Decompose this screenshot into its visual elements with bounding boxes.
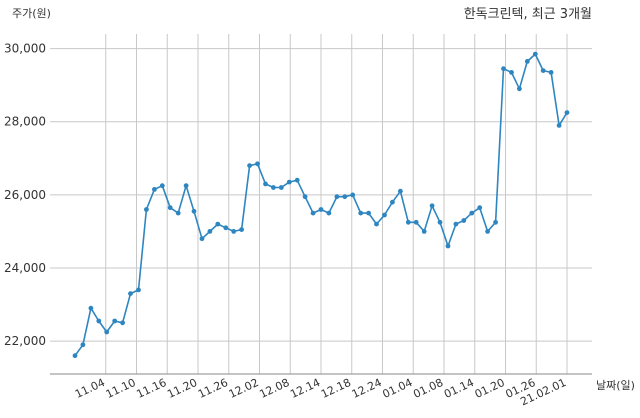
data-point bbox=[72, 353, 78, 359]
data-point bbox=[215, 221, 221, 227]
data-point bbox=[413, 219, 419, 225]
series bbox=[72, 51, 570, 359]
data-point bbox=[429, 203, 435, 209]
data-point bbox=[421, 229, 427, 234]
data-point bbox=[191, 208, 197, 214]
data-point bbox=[167, 205, 173, 211]
data-point bbox=[501, 66, 506, 72]
x-tick-label: 12.08 bbox=[257, 376, 291, 401]
data-point bbox=[564, 110, 570, 115]
data-point bbox=[152, 187, 157, 192]
data-point bbox=[517, 86, 522, 92]
data-point bbox=[366, 210, 371, 216]
data-point bbox=[271, 185, 276, 190]
y-tick-label: 26,000 bbox=[4, 188, 46, 202]
y-tick-labels: 22,000 24,000 26,000 28,000 30,000 bbox=[4, 42, 46, 348]
x-tick-label: 01.04 bbox=[380, 376, 414, 401]
x-tick-label: 12.24 bbox=[350, 376, 384, 401]
data-point bbox=[398, 188, 403, 194]
data-point bbox=[477, 205, 483, 211]
x-axis-label: 날짜(일) bbox=[596, 378, 635, 392]
data-point bbox=[358, 210, 364, 216]
y-tick-label: 28,000 bbox=[4, 115, 46, 129]
data-point bbox=[374, 221, 379, 227]
data-point bbox=[493, 219, 498, 225]
data-point bbox=[548, 70, 554, 75]
data-point bbox=[80, 342, 86, 348]
data-point bbox=[382, 212, 387, 218]
data-point bbox=[556, 123, 562, 128]
data-point bbox=[175, 210, 181, 216]
x-tick-label: 01.20 bbox=[473, 376, 507, 401]
data-point bbox=[509, 70, 514, 75]
data-point bbox=[469, 210, 475, 216]
data-point bbox=[112, 318, 118, 324]
data-point bbox=[485, 229, 490, 234]
y-tick-label: 22,000 bbox=[4, 334, 46, 348]
data-point bbox=[342, 194, 348, 200]
x-tick-label: 11.10 bbox=[104, 376, 138, 401]
data-point bbox=[144, 207, 149, 212]
x-tick-labels: 11.0411.1011.1611.2011.2612.0212.0812.14… bbox=[73, 376, 568, 408]
data-point bbox=[104, 329, 110, 335]
data-point bbox=[334, 194, 340, 200]
data-point bbox=[159, 183, 165, 189]
data-point bbox=[136, 287, 141, 293]
data-point bbox=[532, 51, 538, 57]
data-point bbox=[255, 161, 260, 167]
data-point bbox=[437, 219, 443, 225]
x-tick-label: 11.04 bbox=[73, 376, 107, 401]
grid-lines bbox=[50, 34, 592, 374]
y-tick-label: 30,000 bbox=[4, 42, 46, 56]
x-tick-label: 11.26 bbox=[196, 376, 230, 401]
data-point bbox=[231, 229, 237, 234]
data-point bbox=[390, 199, 395, 205]
data-point bbox=[199, 236, 205, 242]
data-point bbox=[524, 59, 530, 64]
data-point bbox=[207, 229, 213, 234]
data-point bbox=[461, 218, 467, 223]
data-point bbox=[540, 68, 546, 73]
x-tick-label: 12.02 bbox=[227, 376, 261, 401]
x-tick-label: 01.14 bbox=[442, 376, 476, 401]
x-tick-label: 01.08 bbox=[411, 376, 445, 401]
data-point bbox=[120, 320, 125, 326]
x-tick-label: 12.14 bbox=[288, 376, 322, 401]
chart-title: 한독크린텍, 최근 3개월 bbox=[464, 7, 592, 22]
data-point bbox=[96, 318, 102, 324]
x-tick-label: 11.20 bbox=[165, 376, 199, 401]
data-point bbox=[183, 183, 189, 189]
data-point bbox=[445, 243, 451, 249]
data-point bbox=[128, 291, 133, 296]
x-tick-label: 12.18 bbox=[319, 376, 353, 401]
data-point bbox=[294, 177, 300, 183]
data-point bbox=[286, 179, 292, 185]
data-point bbox=[247, 163, 253, 169]
data-point bbox=[88, 305, 94, 311]
data-point bbox=[310, 210, 316, 216]
data-point bbox=[223, 225, 229, 231]
data-point bbox=[263, 181, 268, 187]
data-point bbox=[318, 207, 324, 212]
data-point bbox=[453, 221, 459, 227]
data-point bbox=[302, 194, 308, 200]
data-point bbox=[326, 210, 332, 216]
data-point bbox=[405, 219, 411, 225]
data-point bbox=[350, 192, 356, 198]
y-axis-label: 주가(원) bbox=[12, 7, 51, 20]
data-point bbox=[239, 227, 245, 233]
x-tick-label: 11.16 bbox=[134, 376, 168, 401]
data-point bbox=[278, 185, 284, 190]
y-tick-label: 24,000 bbox=[4, 261, 46, 275]
